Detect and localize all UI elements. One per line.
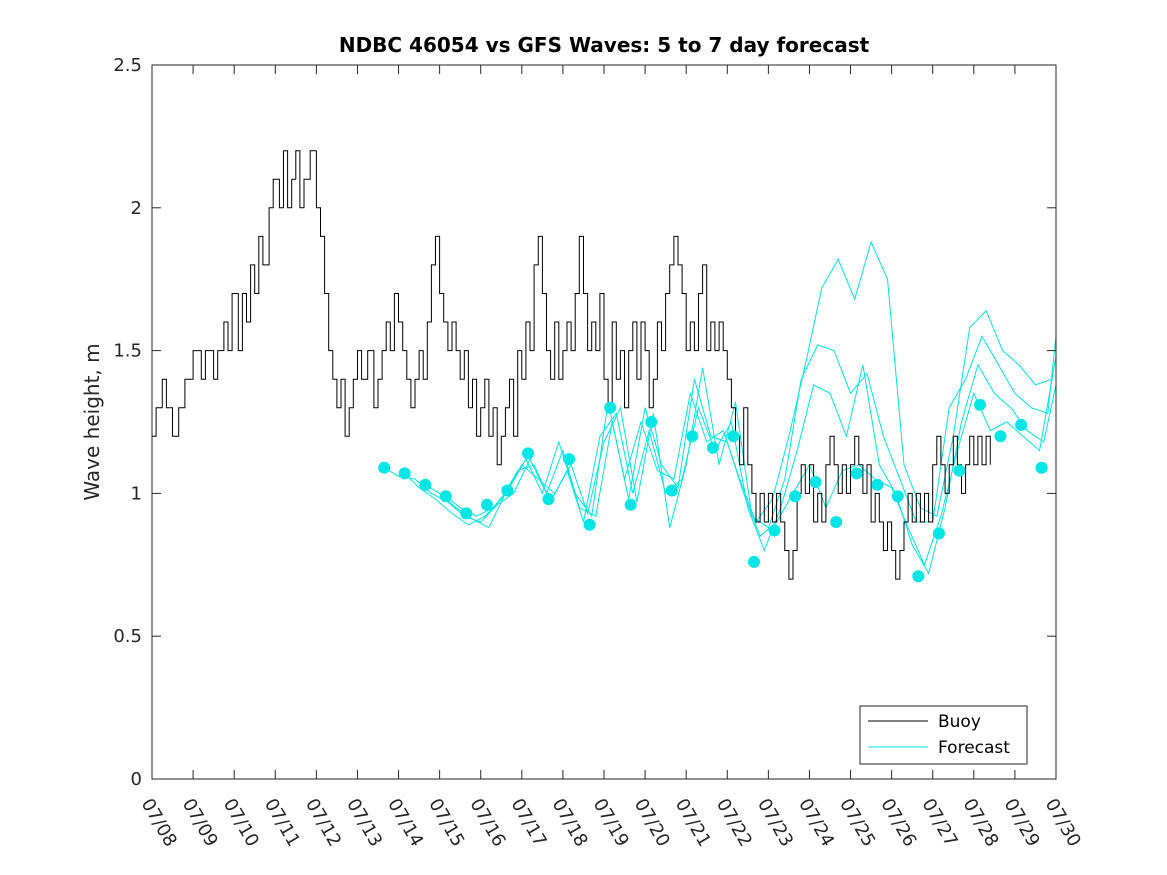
forecast-marker-20 bbox=[768, 524, 781, 537]
forecast-marker-8 bbox=[522, 447, 534, 460]
forecast-marker-6 bbox=[480, 498, 493, 511]
y-tick-label: 2 bbox=[131, 198, 142, 219]
forecast-marker-14 bbox=[645, 416, 658, 428]
forecast-marker-16 bbox=[686, 430, 699, 443]
forecast-marker-29 bbox=[953, 464, 966, 477]
forecast-marker-33 bbox=[1035, 461, 1048, 474]
forecast-marker-5 bbox=[460, 507, 473, 520]
forecast-marker-1 bbox=[378, 461, 391, 474]
forecast-marker-10 bbox=[563, 453, 576, 466]
forecast-marker-11 bbox=[583, 518, 596, 531]
forecast-marker-32 bbox=[1015, 418, 1028, 431]
forecast-marker-9 bbox=[542, 493, 555, 506]
forecast-marker-31 bbox=[994, 430, 1007, 443]
forecast-marker-4 bbox=[439, 490, 452, 503]
forecast-run-1 bbox=[383, 356, 1057, 567]
forecast-marker-21 bbox=[789, 490, 802, 503]
forecast-marker-3 bbox=[419, 478, 432, 491]
forecast-marker-30 bbox=[974, 398, 986, 411]
forecast-marker-19 bbox=[748, 555, 760, 568]
y-tick-label: 1.5 bbox=[113, 341, 142, 362]
buoy-line bbox=[152, 150, 991, 580]
forecast-marker-18 bbox=[727, 430, 740, 443]
forecast-marker-27 bbox=[912, 570, 925, 583]
plot-area bbox=[152, 65, 1056, 779]
forecast-marker-2 bbox=[398, 467, 411, 480]
y-tick-label: 0 bbox=[131, 769, 142, 790]
forecast-marker-25 bbox=[871, 478, 884, 491]
forecast-marker-7 bbox=[501, 484, 514, 497]
forecast-marker-15 bbox=[665, 484, 678, 497]
y-axis-label: Wave height, m bbox=[80, 343, 104, 500]
legend-box bbox=[859, 705, 1028, 765]
forecast-marker-17 bbox=[706, 441, 719, 454]
forecast-marker-22 bbox=[809, 476, 822, 488]
series-layer bbox=[152, 150, 1057, 583]
y-tick-label: 1 bbox=[131, 483, 142, 504]
legend: Buoy Forecast bbox=[859, 705, 1028, 765]
forecast-marker-12 bbox=[604, 401, 617, 414]
forecast-run-4 bbox=[445, 240, 1053, 524]
forecast-marker-26 bbox=[891, 490, 904, 503]
legend-label-buoy: Buoy bbox=[938, 712, 981, 732]
chart-title: NDBC 46054 vs GFS Waves: 5 to 7 day fore… bbox=[339, 33, 870, 57]
forecast-marker-23 bbox=[830, 516, 843, 528]
y-tick-label: 0.5 bbox=[113, 626, 142, 647]
legend-label-forecast: Forecast bbox=[938, 738, 1010, 758]
forecast-marker-13 bbox=[624, 498, 637, 511]
forecast-marker-28 bbox=[932, 527, 945, 540]
forecast-run-2 bbox=[404, 363, 1057, 575]
y-tick-label: 2.5 bbox=[113, 55, 142, 76]
forecast-marker-24 bbox=[850, 467, 863, 480]
